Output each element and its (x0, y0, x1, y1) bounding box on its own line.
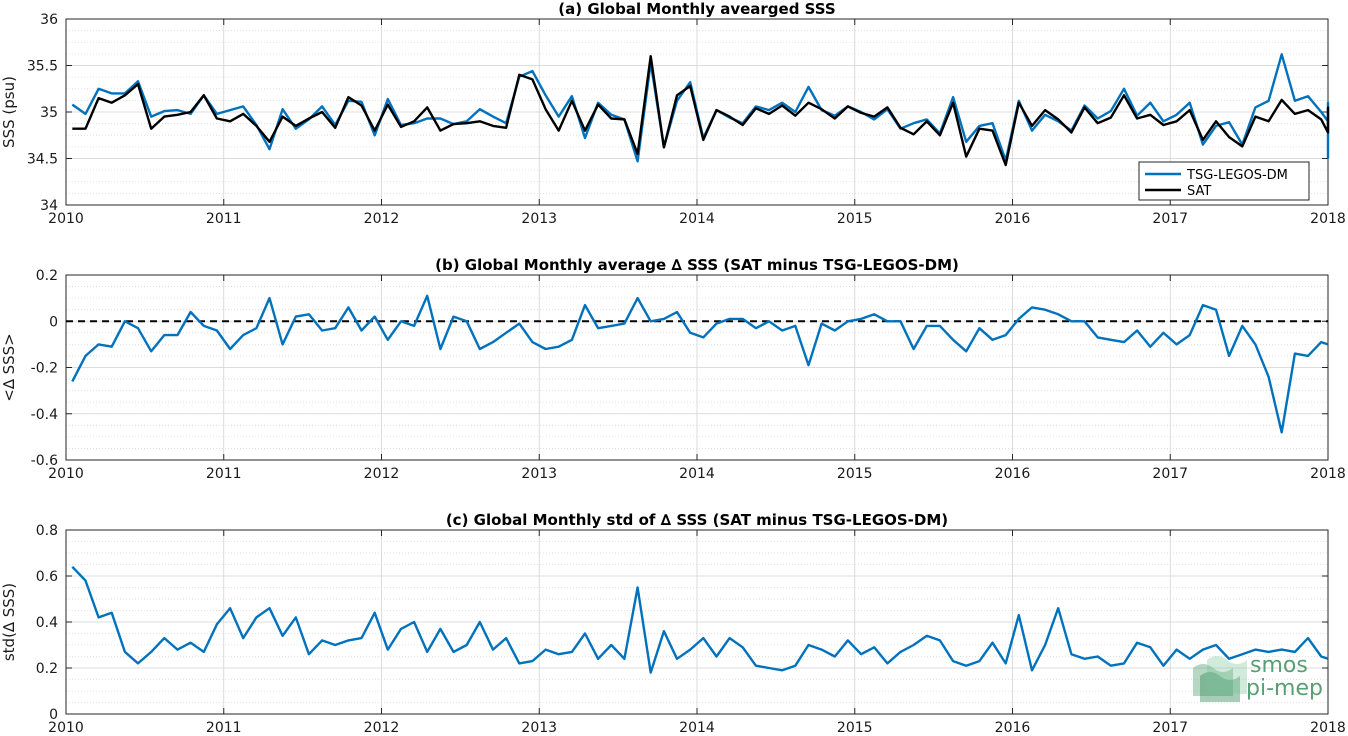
chart-title: (a) Global Monthly avearged SSS (558, 0, 835, 18)
x-tick-label: 2011 (206, 211, 242, 227)
x-tick-label: 2013 (521, 720, 557, 736)
chart-title: (c) Global Monthly std of ∆ SSS (SAT min… (446, 511, 948, 529)
y-tick-label: 0.8 (36, 523, 58, 539)
x-tick-label: 2012 (364, 211, 400, 227)
y-tick-label: 36 (40, 12, 58, 28)
logo-line-1: smos (1250, 653, 1308, 678)
logo-line-2: pi-mep (1246, 676, 1323, 701)
y-tick-label: 34.5 (27, 152, 58, 168)
x-tick-label: 2018 (1310, 466, 1346, 482)
legend-label: SAT (1187, 184, 1211, 199)
y-tick-label: 0 (49, 707, 58, 723)
y-tick-label: 35.5 (27, 59, 58, 75)
x-tick-label: 2015 (837, 466, 873, 482)
chart-title: (b) Global Monthly average ∆ SSS (SAT mi… (435, 256, 959, 274)
x-tick-label: 2016 (995, 466, 1031, 482)
x-tick-label: 2012 (364, 720, 400, 736)
x-tick-label: 2015 (837, 211, 873, 227)
x-tick-label: 2018 (1310, 720, 1346, 736)
x-tick-label: 2018 (1310, 211, 1346, 227)
series-line-tsg-legos-dm (71, 53, 1330, 163)
x-tick-label: 2010 (48, 211, 84, 227)
waves-logo-icon (1193, 656, 1247, 702)
y-tick-label: 34 (40, 198, 58, 214)
y-tick-label: 0.2 (36, 661, 58, 677)
smos-pi-mep-logo: smos pi-mep (1193, 653, 1323, 702)
x-tick-label: 2010 (48, 466, 84, 482)
y-tick-label: 35 (40, 105, 58, 121)
y-axis-label: <∆ SSS> (0, 333, 18, 402)
y-tick-label: 0.4 (36, 615, 58, 631)
series-line-panel-2 (71, 565, 1329, 674)
panel-b-delta-mean-chart: 2010 2011 2012 2013 2014 2015 2016 2017 2018 -0.6… (0, 256, 1346, 482)
x-tick-label: 2016 (995, 211, 1031, 227)
x-tick-label: 2017 (1152, 211, 1188, 227)
y-tick-label: 0 (49, 314, 58, 330)
x-tick-label: 2011 (206, 466, 242, 482)
legend-label: TSG-LEGOS-DM (1186, 168, 1288, 183)
y-tick-label: -0.6 (31, 453, 58, 469)
x-tick-label: 2014 (679, 720, 715, 736)
x-tick-label: 2015 (837, 720, 873, 736)
x-tick-label: 2010 (48, 720, 84, 736)
legend-box (1138, 161, 1310, 201)
y-axis-label: SSS (psu) (0, 76, 18, 148)
panel-a-sss-chart: 2010 2011 2012 2013 2014 2015 2016 2017 2018 34 34… (0, 0, 1346, 227)
x-tick-label: 2014 (679, 466, 715, 482)
x-tick-label: 2017 (1152, 720, 1188, 736)
panel-c-delta-std-chart: 2010 2011 2012 2013 2014 2015 2016 2017 2018 0 0.2… (0, 511, 1346, 736)
series-line-panel-1 (71, 294, 1329, 434)
y-tick-label: -0.2 (31, 361, 58, 377)
series-line-sat (72, 55, 1330, 167)
x-tick-label: 2014 (679, 211, 715, 227)
y-axis-label: std(∆ SSS) (0, 583, 18, 661)
y-tick-label: 0.6 (36, 569, 58, 585)
x-tick-label: 2013 (521, 211, 557, 227)
x-tick-label: 2013 (521, 466, 557, 482)
x-tick-label: 2012 (364, 466, 400, 482)
y-tick-label: -0.4 (31, 407, 58, 423)
x-tick-label: 2011 (206, 720, 242, 736)
y-tick-label: 0.2 (36, 268, 58, 284)
x-tick-label: 2016 (995, 720, 1031, 736)
x-tick-label: 2017 (1152, 466, 1188, 482)
